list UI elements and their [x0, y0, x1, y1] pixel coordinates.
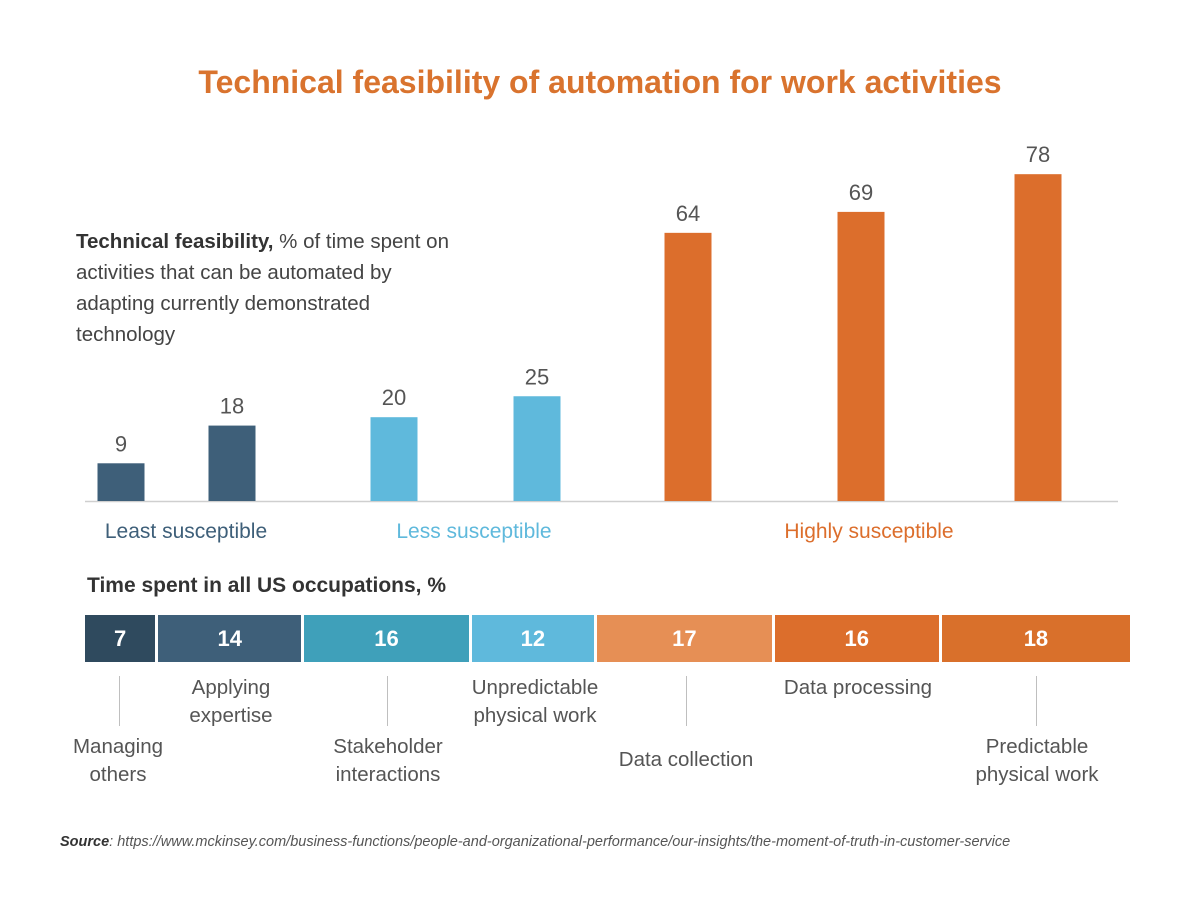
time-segment-4: 12	[471, 615, 595, 662]
label-stakeholder-interactions: Stakeholder interactions	[333, 735, 443, 786]
label-data-processing: Data processing	[783, 676, 933, 699]
tick-data-collection	[686, 676, 687, 726]
label-data-collection: Data collection	[618, 748, 754, 771]
bar-value-label-6: 69	[849, 180, 873, 205]
source-label: Source	[60, 834, 110, 850]
bar-3	[370, 417, 418, 501]
bar-chart: 9 18 20 25 64 69 78	[85, 142, 1118, 503]
label-managing-others: Managing others	[72, 735, 164, 786]
description-bold: Technical feasibility,	[76, 230, 274, 253]
bar-7	[1014, 174, 1062, 501]
label-predictable-physical-work: Predictable physical work	[975, 735, 1099, 786]
bar-1	[97, 463, 145, 501]
bar-2	[208, 425, 256, 501]
tick-managing	[119, 676, 120, 726]
time-segment-3: 16	[304, 615, 469, 662]
chart-description: Technical feasibility, % of time spent o…	[76, 226, 456, 350]
time-segment-6: 16	[774, 615, 939, 662]
time-segment-7: 18	[941, 615, 1130, 662]
label-unpredictable-physical-work: Unpredictable physical work	[471, 676, 599, 727]
bar-6	[837, 211, 885, 501]
time-segment-1: 7	[85, 615, 156, 662]
bar-value-label-4: 25	[525, 364, 549, 389]
source-note: Source: https://www.mckinsey.com/busines…	[60, 834, 1010, 850]
group-label-least-susceptible: Least susceptible	[104, 520, 268, 543]
bar-value-label-5: 64	[676, 201, 700, 226]
tick-stakeholder	[387, 676, 388, 726]
source-url: : https://www.mckinsey.com/business-func…	[109, 834, 1011, 850]
bar-value-label-3: 20	[382, 385, 406, 410]
time-segment-5: 17	[597, 615, 772, 662]
time-spent-strip: 7 14 16 12 17 16 18	[85, 615, 1130, 662]
bar-4	[513, 396, 561, 501]
tick-predictable	[1036, 676, 1037, 726]
bar-value-label-1: 9	[115, 431, 127, 456]
label-applying-expertise: Applying expertise	[189, 676, 273, 727]
chart-title: Technical feasibility of automation for …	[198, 64, 1002, 100]
group-label-highly-susceptible: Highly susceptible	[784, 520, 954, 543]
bar-5	[664, 232, 712, 501]
time-segment-2: 14	[158, 615, 302, 662]
time-spent-title: Time spent in all US occupations, %	[87, 574, 447, 597]
bar-value-label-7: 78	[1026, 142, 1050, 167]
group-label-less-susceptible: Less susceptible	[396, 520, 552, 543]
description-text: % of time spent on activities that can b…	[76, 230, 449, 346]
bar-value-label-2: 18	[220, 394, 244, 419]
